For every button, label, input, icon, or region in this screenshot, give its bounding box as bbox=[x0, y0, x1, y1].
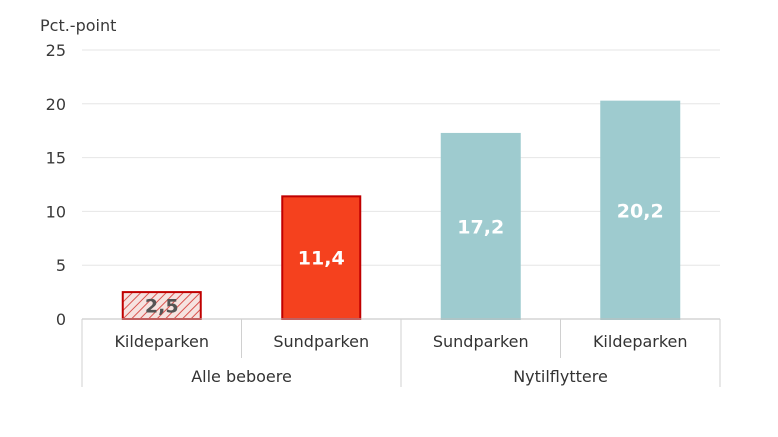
y-tick-label: 20 bbox=[46, 95, 66, 114]
unit-label: Pct.-point bbox=[40, 16, 116, 35]
x-category-label: Sundparken bbox=[273, 332, 369, 351]
x-group-label: Alle beboere bbox=[191, 367, 292, 386]
bar-value-label: 20,2 bbox=[617, 200, 664, 222]
bar bbox=[121, 291, 202, 321]
y-tick-label: 25 bbox=[46, 41, 66, 60]
x-category-label: Kildeparken bbox=[593, 332, 688, 351]
bar-value-label: 2,5 bbox=[145, 296, 179, 318]
x-category-label: Kildeparken bbox=[114, 332, 209, 351]
y-tick-label: 5 bbox=[56, 256, 66, 275]
bar bbox=[440, 132, 521, 320]
x-category-label: Sundparken bbox=[433, 332, 529, 351]
y-tick-label: 10 bbox=[46, 202, 66, 221]
y-tick-label: 0 bbox=[56, 310, 66, 329]
x-group-label: Nytilflyttere bbox=[513, 367, 608, 386]
bar-value-label: 17,2 bbox=[457, 216, 504, 238]
y-tick-label: 15 bbox=[46, 149, 66, 168]
bar bbox=[600, 100, 681, 321]
bar-value-label: 11,4 bbox=[298, 248, 345, 270]
